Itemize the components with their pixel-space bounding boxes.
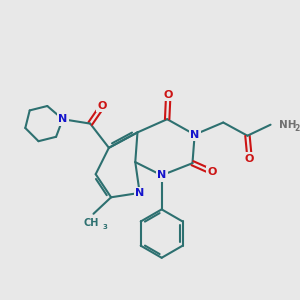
Text: O: O [98, 101, 107, 111]
Text: NH: NH [279, 120, 297, 130]
Text: CH: CH [84, 218, 99, 228]
Text: N: N [157, 170, 166, 180]
Text: 2: 2 [295, 124, 300, 133]
Text: O: O [164, 90, 173, 100]
Text: 3: 3 [102, 224, 107, 230]
Text: O: O [245, 154, 254, 164]
Text: N: N [190, 130, 199, 140]
Text: O: O [208, 167, 217, 177]
Text: N: N [58, 114, 67, 124]
Text: N: N [135, 188, 144, 198]
